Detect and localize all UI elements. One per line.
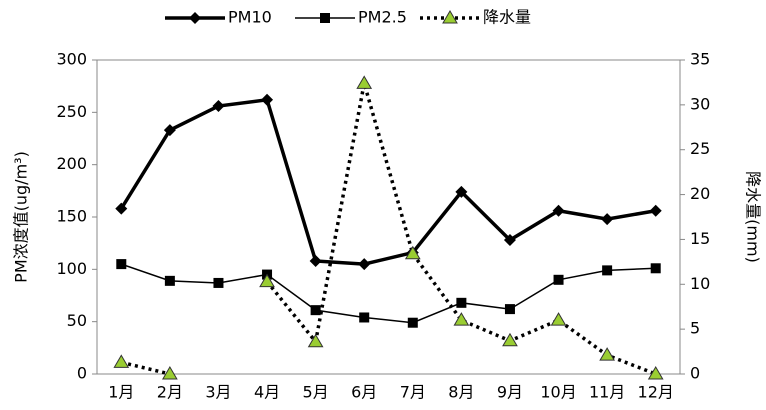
x-tick-label: 3月 <box>205 383 231 402</box>
marker <box>320 13 330 23</box>
marker <box>407 317 418 328</box>
marker <box>359 312 370 323</box>
marker <box>599 347 615 361</box>
marker <box>650 263 661 274</box>
legend-label: 降水量 <box>483 8 531 27</box>
marker <box>189 12 201 24</box>
marker <box>504 304 515 315</box>
y-tick-label: 150 <box>56 207 87 226</box>
marker <box>649 204 662 217</box>
marker <box>455 185 468 198</box>
series-line <box>120 360 171 376</box>
marker <box>307 333 324 348</box>
series-line <box>265 82 657 376</box>
marker <box>502 332 518 347</box>
marker <box>164 275 175 286</box>
y2-tick-label: 15 <box>690 229 710 248</box>
y2-tick-label: 35 <box>690 50 710 69</box>
marker <box>113 354 130 368</box>
marker <box>647 366 664 380</box>
legend-label: PM10 <box>228 8 272 27</box>
marker <box>553 274 564 285</box>
marker <box>309 254 322 267</box>
y2-tick-label: 5 <box>690 319 700 338</box>
series-line <box>119 97 657 266</box>
marker <box>310 305 321 316</box>
y-tick-label: 250 <box>56 102 87 121</box>
x-tick-label: 12月 <box>638 383 674 402</box>
marker <box>261 93 274 106</box>
marker <box>442 10 458 24</box>
marker <box>550 312 567 326</box>
y2-tick-label: 10 <box>690 274 710 293</box>
x-tick-label: 11月 <box>589 383 625 402</box>
marker <box>601 213 614 226</box>
marker <box>213 277 224 288</box>
y2-axis-label: 降水量(mm) <box>744 171 763 263</box>
y-tick-label: 300 <box>56 50 87 69</box>
series-line <box>121 263 656 324</box>
marker <box>602 265 613 276</box>
x-tick-label: 4月 <box>254 383 280 402</box>
legend-label: PM2.5 <box>358 8 407 27</box>
x-tick-label: 5月 <box>303 383 329 402</box>
x-tick-label: 1月 <box>108 383 134 402</box>
y-tick-label: 50 <box>67 311 87 330</box>
y-axis-label: PM浓度值(ug/m³) <box>12 151 31 283</box>
y-tick-label: 200 <box>56 154 87 173</box>
marker <box>503 234 516 247</box>
y-tick-label: 100 <box>56 259 87 278</box>
y-tick-label: 0 <box>77 364 87 383</box>
marker <box>453 312 470 326</box>
marker <box>162 366 178 380</box>
marker <box>259 273 275 288</box>
y2-tick-label: 0 <box>690 364 700 383</box>
x-tick-label: 8月 <box>448 383 474 402</box>
y2-tick-label: 25 <box>690 139 710 158</box>
marker <box>163 124 176 137</box>
marker <box>552 204 565 217</box>
marker <box>356 75 373 89</box>
marker <box>212 100 225 113</box>
marker <box>456 297 467 308</box>
x-tick-label: 10月 <box>540 383 576 402</box>
x-tick-label: 2月 <box>157 383 183 402</box>
y2-tick-label: 20 <box>690 184 710 203</box>
x-tick-label: 7月 <box>400 383 426 402</box>
y2-tick-label: 30 <box>690 94 710 113</box>
marker <box>358 258 371 271</box>
x-tick-label: 9月 <box>497 383 523 402</box>
marker <box>115 202 128 215</box>
x-tick-label: 6月 <box>351 383 377 402</box>
marker <box>404 245 421 260</box>
marker <box>116 259 127 270</box>
